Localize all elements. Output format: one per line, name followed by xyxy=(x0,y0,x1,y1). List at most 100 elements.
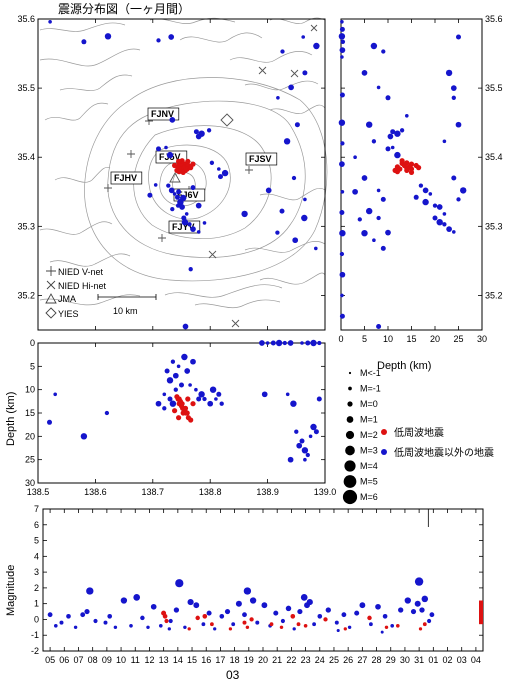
depth-lon-event-dot xyxy=(309,435,313,439)
mag-time-day-label: 28 xyxy=(372,655,382,665)
map-event-dot xyxy=(190,226,196,232)
depth-lat-event-dot xyxy=(339,33,345,39)
depth-lat-event-dot xyxy=(341,190,345,194)
mag-time-event-dot xyxy=(359,602,365,608)
mag-time-event-dot xyxy=(337,629,340,632)
mag-time-y-tick-label: 4 xyxy=(34,551,39,561)
depth-lon-lf-event-dot xyxy=(176,415,181,420)
magnitude-legend-label: M=1 xyxy=(360,415,378,425)
mag-time-event-dot xyxy=(326,607,331,612)
depth-lon-y-tick-label: 10 xyxy=(25,385,35,395)
mag-time-event-dot xyxy=(244,587,251,594)
mag-time-event-dot xyxy=(151,604,157,610)
depth-lat-event-dot xyxy=(381,246,386,251)
mag-time-event-dot xyxy=(369,622,373,626)
depth-lon-event-dot xyxy=(283,341,287,345)
mag-time-event-dot xyxy=(174,607,179,612)
depth-lon-event-dot xyxy=(300,439,305,444)
depth-lat-event-dot xyxy=(456,197,460,201)
magnitude-legend-label: M=4 xyxy=(360,461,378,471)
mag-time-event-dot xyxy=(114,626,117,629)
depth-lat-event-dot xyxy=(419,183,423,187)
depth-lat-event-dot xyxy=(340,47,346,53)
map-event-dot xyxy=(156,146,161,151)
mag-time-event-dot xyxy=(354,611,359,616)
map-event-dot xyxy=(196,134,202,140)
legend-yies-label: YIES xyxy=(58,309,79,319)
depth-lon-y-tick-label: 5 xyxy=(30,361,35,371)
mag-time-day-label: 24 xyxy=(315,655,325,665)
depth-lat-event-dot xyxy=(451,85,457,91)
map-event-dot xyxy=(189,267,193,271)
depth-lat-events xyxy=(339,20,467,329)
map-y-tick-label: 35.6 xyxy=(17,14,35,24)
mag-time-event-dot xyxy=(236,601,242,607)
mag-time-event-dot xyxy=(348,626,351,629)
depth-lon-event-dot xyxy=(188,383,192,387)
depth-lat-event-dot xyxy=(341,40,345,44)
mag-time-event-dot xyxy=(84,609,89,614)
depth-lon-y-tick-label: 25 xyxy=(25,455,35,465)
magnitude-legend-marker xyxy=(345,446,355,456)
map-event-dot xyxy=(288,85,294,91)
depth-lat-x-tick-label: 30 xyxy=(477,334,487,344)
depth-lon-event-dot xyxy=(317,341,321,345)
depth-lon-event-dot xyxy=(174,388,178,392)
map-event-dot xyxy=(266,188,272,194)
depth-lat-event-dot xyxy=(377,86,381,90)
mag-time-day-label: 11 xyxy=(131,655,140,665)
depth-lat-event-dot xyxy=(446,226,452,232)
depth-lon-event-dot xyxy=(306,453,310,457)
legend-hinet-label: NIED Hi-net xyxy=(58,281,107,291)
mag-time-tick-labels: -2-10123456705 06 07 08 09 10 11 12 13 14 15 16 17 18… xyxy=(31,504,481,665)
depth-lon-event-dot xyxy=(290,401,296,407)
depth-lon-event-dot xyxy=(310,424,316,430)
mag-time-event-dot xyxy=(80,612,85,617)
depth-lat-event-dot xyxy=(353,155,357,159)
map-event-dot xyxy=(185,212,189,216)
mag-time-event-dot xyxy=(301,594,308,601)
depth-lat-event-dot xyxy=(376,324,381,329)
type-legend-marker xyxy=(381,449,387,455)
mag-time-day-label: 04 xyxy=(471,655,481,665)
depth-lat-event-dot xyxy=(460,187,466,193)
depth-lat-event-dot xyxy=(394,152,400,158)
type-legend-label: 低周波地震以外の地震 xyxy=(394,446,494,459)
depth-lat-event-dot xyxy=(386,95,391,100)
depth-lat-y-tick-label: 35.6 xyxy=(485,14,503,24)
magnitude-legend-marker xyxy=(349,372,351,374)
mag-time-lf-event-dot xyxy=(290,614,295,619)
depth-lat-x-tick-label: 15 xyxy=(406,334,416,344)
depth-lat-event-dot xyxy=(340,272,346,278)
magnitude-legend-label: M=3 xyxy=(360,446,378,456)
mag-time-event-dot xyxy=(107,614,112,619)
depth-lat-event-dot xyxy=(372,238,376,242)
mag-time-event-dot xyxy=(297,609,302,614)
map-event-dot xyxy=(280,49,284,53)
mag-time-day-label: 19 xyxy=(244,655,254,665)
mag-time-event-dot xyxy=(429,612,434,617)
mag-time-y-tick-label: 6 xyxy=(34,520,39,530)
mag-time-lf-event-dot xyxy=(246,626,249,629)
depth-lon-event-dot xyxy=(305,341,310,346)
map-event-dot xyxy=(170,207,174,211)
magnitude-legend-marker xyxy=(347,401,352,406)
mag-time-event-dot xyxy=(405,597,411,603)
mag-time-event-dot xyxy=(427,619,431,623)
depth-lon-x-tick-label: 139.0 xyxy=(314,487,337,497)
depth-lat-event-dot xyxy=(452,96,456,100)
map-y-tick-label: 35.4 xyxy=(17,152,35,162)
magnitude-legend-marker xyxy=(347,416,354,423)
depth-lat-event-dot xyxy=(446,70,452,76)
mag-time-event-dot xyxy=(140,616,144,620)
mag-time-lf-event-dot xyxy=(367,616,371,620)
depth-lat-y-tick-label: 35.2 xyxy=(485,290,503,300)
map-event-dot xyxy=(164,146,168,150)
mag-time-day-label: 30 xyxy=(400,655,410,665)
mag-time-y-tick-label: -1 xyxy=(31,630,39,640)
depth-lat-event-dot xyxy=(372,139,376,143)
depth-lat-event-dot xyxy=(340,252,344,256)
map-event-dot xyxy=(284,138,290,144)
depth-lat-event-dot xyxy=(437,204,443,210)
magnitude-legend-marker xyxy=(346,431,354,439)
